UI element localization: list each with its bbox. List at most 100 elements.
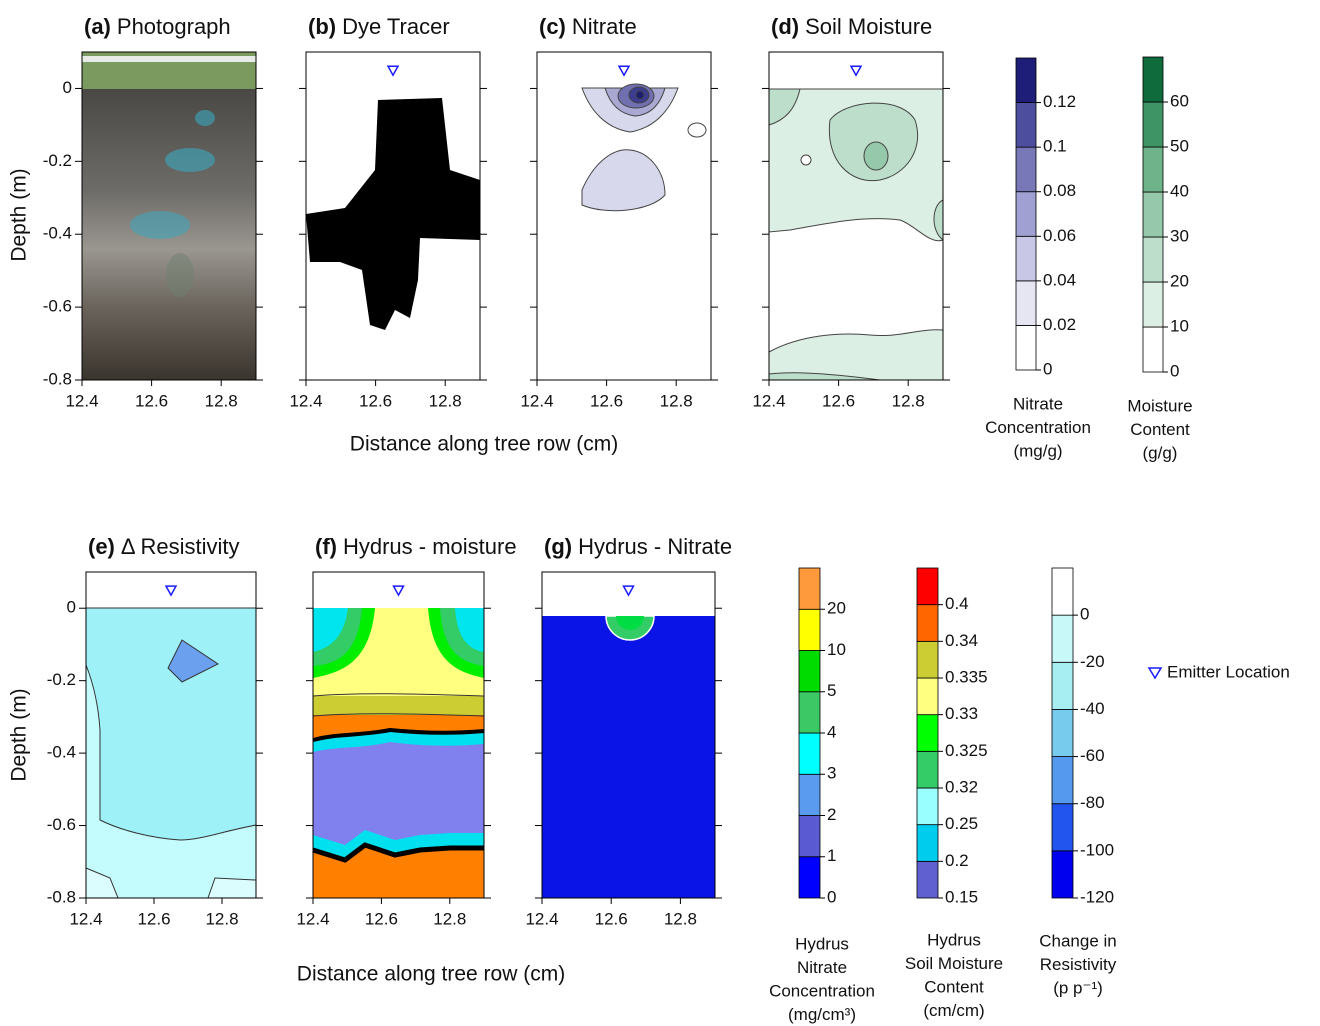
- x-tick-label: 12.6: [365, 909, 398, 928]
- y-tick-label: -0.4: [47, 743, 76, 762]
- color-band: [917, 641, 938, 678]
- x-tick-label: 12.6: [595, 909, 628, 928]
- photo: [82, 52, 256, 380]
- colorbar-title: Nitrate: [1013, 394, 1063, 413]
- colorbar-tick-label: 0: [827, 887, 836, 906]
- colorbar-tick-label: -120: [1080, 887, 1114, 906]
- color-band: [917, 751, 938, 788]
- panel-label: (g): [544, 534, 572, 559]
- x-tick-label: 12.4: [69, 909, 102, 928]
- x-tick-label: 12.4: [296, 909, 329, 928]
- moisture-contours: [769, 89, 943, 380]
- colorbar-title: Concentration: [769, 981, 875, 1000]
- x-tick-label: 12.6: [590, 391, 623, 410]
- x-tick-label: 12.8: [205, 391, 238, 410]
- colorbar-title: (mg/g): [1013, 441, 1062, 460]
- colorbar-tick-label: 60: [1170, 91, 1189, 110]
- x-tick-label: 12.8: [429, 391, 462, 410]
- colorbar-tick-label: 0.34: [945, 631, 978, 650]
- panel-title-text: Δ Resistivity: [121, 534, 240, 559]
- x-tick-label: 12.8: [660, 391, 693, 410]
- panel-title: (b)Dye Tracer: [308, 14, 450, 39]
- color-band: [799, 774, 820, 815]
- colorbar-tick-label: -60: [1080, 746, 1105, 765]
- colorbar-title: Moisture: [1127, 396, 1192, 415]
- colorbar-tick-label: 0.32: [945, 777, 978, 796]
- x-tick-label: 12.4: [752, 391, 785, 410]
- colorbar-tick-label: 5: [827, 681, 836, 700]
- legend-marker: [1149, 668, 1161, 678]
- colorbar-title: (mg/cm³): [788, 1005, 856, 1024]
- y-tick-label: -0.6: [43, 297, 72, 316]
- panel-title: (a)Photograph: [84, 14, 231, 39]
- colorbar-tick-label: 10: [827, 640, 846, 659]
- emitter-marker: [166, 586, 176, 595]
- colorbar-tick-label: 0.335: [945, 667, 988, 686]
- colorbar-title: Concentration: [985, 418, 1091, 437]
- colorbar-tick-label: 4: [827, 722, 836, 741]
- x-tick-label: 12.6: [822, 391, 855, 410]
- colorbar-tick-label: 0: [1170, 361, 1179, 380]
- y-tick-label: -0.4: [43, 224, 72, 243]
- y-tick-label: -0.6: [47, 815, 76, 834]
- color-band: [917, 861, 938, 898]
- colorbar-title: Hydrus: [795, 934, 849, 953]
- x-tick-label: 12.8: [892, 391, 925, 410]
- color-band: [1143, 192, 1163, 237]
- color-band: [917, 568, 938, 605]
- x-axis-label: Distance along tree row (cm): [297, 963, 565, 986]
- color-band: [1052, 709, 1073, 756]
- emitter-marker: [851, 66, 861, 75]
- colorbar-tick-label: 0.325: [945, 741, 988, 760]
- color-band: [1052, 662, 1073, 709]
- panel-title: (d)Soil Moisture: [771, 14, 932, 39]
- panel-title: (g)Hydrus - Nitrate: [544, 534, 732, 559]
- color-band: [1016, 325, 1036, 370]
- panel-label: (b): [308, 14, 336, 39]
- color-band: [1052, 851, 1073, 898]
- colorbar-title: (g/g): [1143, 443, 1178, 462]
- color-band: [1016, 236, 1036, 281]
- color-band: [1143, 327, 1163, 372]
- color-band: [799, 857, 820, 898]
- resistivity-contours: [86, 608, 256, 898]
- color-band: [1016, 103, 1036, 148]
- colorbar-tick-label: -80: [1080, 793, 1105, 812]
- colorbar-tick-label: 50: [1170, 136, 1189, 155]
- emitter-marker: [394, 586, 404, 595]
- x-tick-label: 12.8: [664, 909, 697, 928]
- colorbar-tick-label: -100: [1080, 840, 1114, 859]
- emitter-marker: [624, 586, 634, 595]
- colorbar-title: Resistivity: [1040, 955, 1117, 974]
- panel-title: (c)Nitrate: [539, 14, 637, 39]
- nitrate-contours: [582, 84, 706, 211]
- panel-title-text: Hydrus - moisture: [343, 534, 517, 559]
- colorbar-tick-label: 3: [827, 764, 836, 783]
- x-tick-label: 12.4: [65, 391, 98, 410]
- figure: Emitter Location(a)Photograph0-0.2-0.4-0…: [0, 0, 1320, 1026]
- y-tick-label: -0.8: [47, 887, 76, 906]
- color-band: [1016, 281, 1036, 326]
- color-band: [917, 605, 938, 642]
- panel-title-text: Soil Moisture: [805, 14, 932, 39]
- color-band: [1052, 804, 1073, 851]
- colorbar-tick-label: 0.2: [945, 851, 969, 870]
- panel-title: (e)Δ Resistivity: [88, 534, 240, 559]
- colorbar-tick-label: 0.25: [945, 814, 978, 833]
- y-tick-label: -0.2: [43, 151, 72, 170]
- x-tick-label: 12.6: [135, 391, 168, 410]
- colorbar-tick-label: 2: [827, 805, 836, 824]
- color-band: [1143, 237, 1163, 282]
- x-tick-label: 12.4: [289, 391, 322, 410]
- colorbar-tick-label: 0.06: [1043, 226, 1076, 245]
- colorbar-tick-label: 0.12: [1043, 92, 1076, 111]
- color-band: [917, 715, 938, 752]
- colorbar-tick-label: 40: [1170, 181, 1189, 200]
- emitter-marker: [388, 66, 398, 75]
- colorbar-title: Hydrus: [927, 930, 981, 949]
- panel-label: (d): [771, 14, 799, 39]
- x-tick-label: 12.6: [359, 391, 392, 410]
- colorbar-title: (p p⁻¹): [1053, 978, 1103, 997]
- x-tick-label: 12.8: [433, 909, 466, 928]
- panel-label: (c): [539, 14, 566, 39]
